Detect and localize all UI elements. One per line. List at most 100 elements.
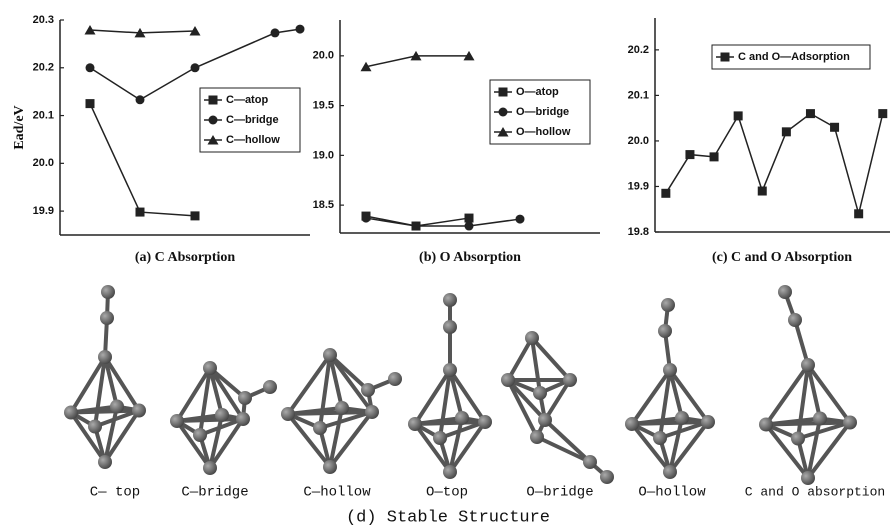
bond (508, 338, 532, 380)
y-tick-label: 19.9 (33, 205, 54, 217)
atom (215, 408, 229, 422)
atom (661, 298, 675, 312)
atom (701, 415, 715, 429)
series-line (666, 114, 883, 214)
legend-label: C—bridge (226, 114, 279, 126)
atom (443, 320, 457, 334)
bond (632, 422, 708, 424)
y-tick-label: 20.0 (33, 157, 54, 169)
atom (625, 417, 639, 431)
atom (530, 430, 544, 444)
legend-label: O—hollow (516, 126, 571, 138)
legend-marker (209, 116, 218, 125)
y-tick-label: 20.0 (313, 50, 334, 62)
atom (443, 465, 457, 479)
bond (545, 420, 590, 462)
y-tick-label: 20.2 (628, 44, 649, 56)
structures-caption: (d) Stable Structure (346, 508, 550, 527)
structure-label: C— top (90, 485, 140, 501)
marker (854, 209, 863, 218)
marker (362, 214, 371, 223)
bond (177, 421, 210, 468)
atom (501, 373, 515, 387)
atom (843, 416, 857, 430)
marker (710, 152, 719, 161)
atom (525, 331, 539, 345)
atom (759, 418, 773, 432)
series-line (90, 104, 195, 216)
legend-label: C—atop (226, 94, 268, 106)
atom (533, 386, 547, 400)
bond (71, 411, 139, 413)
atom (813, 412, 827, 426)
marker (685, 150, 694, 159)
structures (64, 285, 857, 485)
atom (313, 421, 327, 435)
marker (806, 109, 815, 118)
structure-label: C—hollow (303, 485, 371, 501)
atom (433, 431, 447, 445)
atom (791, 432, 805, 446)
atom (132, 404, 146, 418)
legend-label: C and O—Adsorption (738, 51, 850, 63)
atom (443, 293, 457, 307)
legend-label: C—hollow (226, 134, 280, 146)
bond (766, 423, 850, 425)
atom (478, 415, 492, 429)
structure-label: O—top (426, 485, 468, 501)
atom (600, 470, 614, 484)
marker (296, 25, 305, 34)
bond (537, 437, 590, 462)
structure-label: O—hollow (638, 485, 706, 501)
atom (583, 455, 597, 469)
structure-label: O—bridge (526, 485, 593, 501)
atom (238, 391, 252, 405)
legend-label: O—atop (516, 86, 559, 98)
marker (271, 28, 280, 37)
marker (661, 189, 670, 198)
atom (778, 285, 792, 299)
legend-label: O—bridge (516, 106, 569, 118)
chart-title: (b) O Absorption (419, 250, 521, 265)
atom (801, 471, 815, 485)
atom (98, 455, 112, 469)
y-tick-label: 20.3 (33, 14, 54, 26)
structure-label: C and O absorption (745, 484, 885, 499)
bond (795, 320, 808, 365)
atom (388, 372, 402, 386)
atom (675, 411, 689, 425)
marker (465, 222, 474, 231)
atom (563, 373, 577, 387)
legend-marker (721, 53, 730, 62)
legend-marker (499, 88, 508, 97)
structure-label: C—bridge (181, 485, 248, 501)
marker (734, 111, 743, 120)
atom (100, 311, 114, 325)
atom (653, 431, 667, 445)
atom (193, 428, 207, 442)
marker (86, 63, 95, 72)
y-tick-label: 20.1 (628, 89, 649, 101)
y-tick-label: 19.0 (313, 149, 334, 161)
marker (758, 187, 767, 196)
y-tick-label: 19.9 (628, 180, 649, 192)
atom (365, 405, 379, 419)
atom (658, 324, 672, 338)
atom (281, 407, 295, 421)
bond (288, 412, 372, 414)
marker (782, 127, 791, 136)
atom (443, 363, 457, 377)
atom (203, 361, 217, 375)
atom (64, 406, 78, 420)
atom (788, 313, 802, 327)
atom (323, 460, 337, 474)
atom (88, 420, 102, 434)
atom (263, 380, 277, 394)
atom (101, 285, 115, 299)
atom (408, 417, 422, 431)
figure: (d) Stable Structure 19.9 20.0 20.1 20.2 20.… (0, 0, 896, 529)
legend-marker (499, 108, 508, 117)
chart-title: (c) C and O Absorption (712, 250, 852, 265)
y-tick-label: 19.8 (628, 226, 649, 238)
atom (801, 358, 815, 372)
